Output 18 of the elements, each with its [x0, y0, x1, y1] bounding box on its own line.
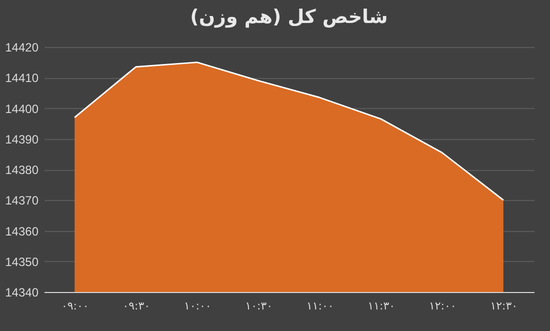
y-tick-label: 14390 [5, 132, 39, 146]
y-tick-label: 14350 [5, 254, 39, 269]
chart-title: شاخص کل (هم وزن) [190, 6, 388, 28]
x-tick-label: ۰۹:۰۰ [61, 300, 89, 312]
y-tick-label: 14370 [5, 194, 39, 208]
x-tick-label: ۱۲:۰۰ [428, 300, 456, 312]
x-tick-label: ۱۲:۳۰ [490, 300, 518, 312]
y-tick-label: 14360 [5, 224, 39, 238]
x-tick-label: ۱۰:۰۰ [184, 300, 212, 312]
y-tick-label: 14340 [5, 286, 39, 300]
y-tick-label: 14380 [5, 163, 39, 177]
x-tick-label: ۰۹:۳۰ [122, 300, 150, 312]
y-tick-label: 14410 [5, 71, 39, 86]
y-tick-label: 14420 [5, 40, 39, 54]
y-tick-label: 14400 [5, 102, 39, 116]
x-tick-label: ۱۰:۳۰ [245, 300, 273, 312]
x-tick-label: ۱۱:۰۰ [306, 300, 334, 312]
x-tick-label: ۱۱:۳۰ [368, 300, 396, 312]
